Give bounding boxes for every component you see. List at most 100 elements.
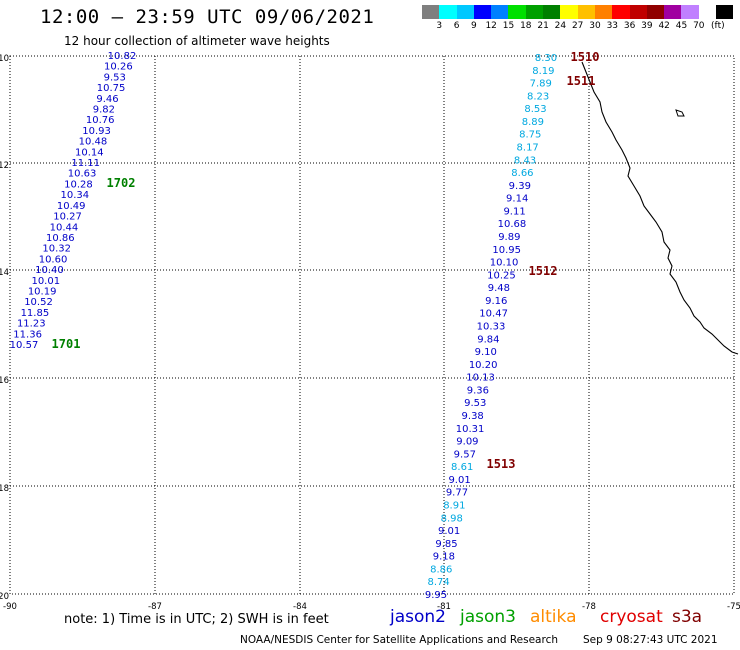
latitude-label: 18	[0, 484, 9, 494]
west-track-swh-value: 10.28	[64, 179, 93, 190]
colorbar-swatch	[560, 5, 578, 19]
colorbar-tick-label: 33	[606, 21, 619, 31]
east-track-swh-value: 7.89	[530, 79, 552, 90]
west-track-swh-value: 10.34	[60, 190, 89, 201]
west-track-swh-value: 11.36	[13, 329, 42, 340]
east-track-swh-value: 10.13	[466, 373, 495, 384]
east-track-swh-value: 9.16	[485, 296, 507, 307]
pass-id-label: 1702	[107, 176, 136, 190]
east-track-swh-value: 9.39	[509, 181, 531, 192]
latitude-label: 10	[0, 54, 9, 64]
east-track-swh-value: 9.14	[506, 194, 528, 205]
colorbar-tick-label: 36	[623, 21, 636, 31]
east-track-swh-value: 8.23	[527, 91, 549, 102]
west-track-swh-value: 10.63	[68, 169, 97, 180]
wave-height-colorbar	[422, 5, 734, 19]
west-track-swh-value: 10.48	[79, 137, 108, 148]
west-track-swh-value: 10.76	[86, 115, 115, 126]
east-track-swh-value: 9.10	[475, 347, 497, 358]
east-track-swh-value: 9.57	[454, 449, 476, 460]
east-track-swh-value: 8.30	[535, 53, 557, 64]
west-track-swh-value: 11.23	[17, 319, 46, 330]
longitude-label: -78	[582, 602, 596, 612]
east-track-swh-value: 10.95	[492, 245, 521, 256]
west-track-swh-value: 10.40	[35, 265, 64, 276]
east-track-swh-value: 8.75	[519, 130, 541, 141]
east-track-swh-value: 9.18	[433, 552, 455, 563]
colorbar-tick-label: 42	[658, 21, 670, 31]
east-track-swh-value: 8.43	[514, 155, 536, 166]
longitude-label: -90	[3, 602, 17, 612]
colorbar-tick-label: 21	[537, 21, 549, 31]
colorbar-tick-label: 30	[589, 21, 601, 31]
colorbar-swatch	[577, 5, 595, 19]
pass-id-label: 1513	[487, 457, 516, 471]
east-track-swh-value: 10.25	[487, 270, 516, 281]
west-track-swh-value: 10.19	[28, 286, 57, 297]
colorbar-swatch	[525, 5, 544, 19]
colorbar-tick-label: 9	[471, 21, 477, 31]
generated-timestamp: Sep 9 08:27:43 UTC 2021	[583, 634, 718, 646]
west-track-swh-value: 10.82	[108, 51, 137, 62]
east-track-swh-value: 8.19	[532, 66, 554, 77]
colorbar-swatch	[456, 5, 474, 19]
west-track-swh-value: 10.27	[53, 212, 82, 223]
map-frame	[9, 55, 735, 595]
longitude-label: -84	[293, 602, 307, 612]
east-track-swh-value: 8.74	[427, 577, 449, 588]
east-track-swh-value: 9.77	[446, 488, 468, 499]
colorbar-unit: (ft)	[711, 21, 725, 31]
colorbar-tick-label: 3	[436, 21, 443, 31]
east-track-swh-value: 8.89	[522, 117, 544, 128]
east-track-swh-value: 10.47	[479, 309, 508, 320]
east-track-swh-value: 9.84	[477, 334, 499, 345]
pass-id-label: 1701	[52, 337, 81, 351]
west-track-swh-value: 9.82	[93, 105, 115, 116]
east-track-swh-value: 9.01	[438, 526, 460, 537]
west-track-swh-value: 10.01	[31, 276, 60, 287]
latitude-label: 12	[0, 161, 9, 171]
west-track-swh-value: 10.52	[24, 297, 53, 308]
legend-item-cryosat: cryosat	[600, 607, 663, 627]
colorbar-swatch	[698, 5, 717, 19]
east-track-swh-value: 8.17	[517, 143, 539, 154]
pass-id-label: 1511	[567, 74, 596, 88]
legend-item-s3a: s3a	[672, 607, 703, 627]
west-track-swh-value: 10.75	[97, 83, 126, 94]
west-track-swh-value: 10.26	[104, 62, 133, 73]
colorbar-swatch	[664, 5, 682, 19]
latitude-label: 16	[0, 376, 9, 386]
west-track-swh-value: 10.44	[50, 222, 79, 233]
east-track-swh-value: 10.68	[498, 219, 527, 230]
coastline	[581, 61, 739, 355]
west-track-swh-value: 10.86	[46, 233, 75, 244]
east-track-swh-value: 9.11	[503, 206, 525, 217]
latitude-label: 14	[0, 268, 9, 278]
east-track-swh-value: 9.09	[456, 437, 478, 448]
east-track-swh-value: 9.85	[435, 539, 457, 550]
legend-item-jason2: jason2	[390, 607, 446, 627]
east-track-swh-value: 10.33	[477, 322, 506, 333]
east-track-swh-value: 8.91	[443, 501, 465, 512]
colorbar-swatch	[491, 5, 509, 19]
colorbar-swatch	[543, 5, 561, 19]
colorbar-tick-label: 12	[485, 21, 497, 31]
colorbar-labels: 3 6 9 12 15 18 21 24 27 30 33 36 39 42 45 70 (ft)	[422, 21, 740, 33]
west-track-swh-value: 10.32	[42, 244, 71, 255]
west-track-swh-value: 10.60	[39, 254, 68, 265]
longitude-label: -87	[148, 602, 162, 612]
colorbar-tick-label: 39	[641, 21, 653, 31]
colorbar-swatch	[629, 5, 647, 19]
pass-id-label: 1512	[529, 264, 558, 278]
longitude-label: -81	[437, 602, 451, 612]
east-track-swh-value: 8.98	[441, 513, 463, 524]
east-track-swh-value: 9.89	[498, 232, 520, 243]
west-track-swh-value: 10.49	[57, 201, 86, 212]
colorbar-tick-label: 24	[554, 21, 567, 31]
credit-line: NOAA/NESDIS Center for Satellite Applica…	[240, 634, 558, 646]
west-track-swh-value: 10.14	[75, 147, 104, 158]
colorbar-tick-label: 27	[571, 21, 584, 31]
colorbar-swatch	[612, 5, 630, 19]
west-track-swh-value: 10.57	[10, 340, 39, 351]
colorbar-tick-label: 70	[693, 21, 705, 31]
